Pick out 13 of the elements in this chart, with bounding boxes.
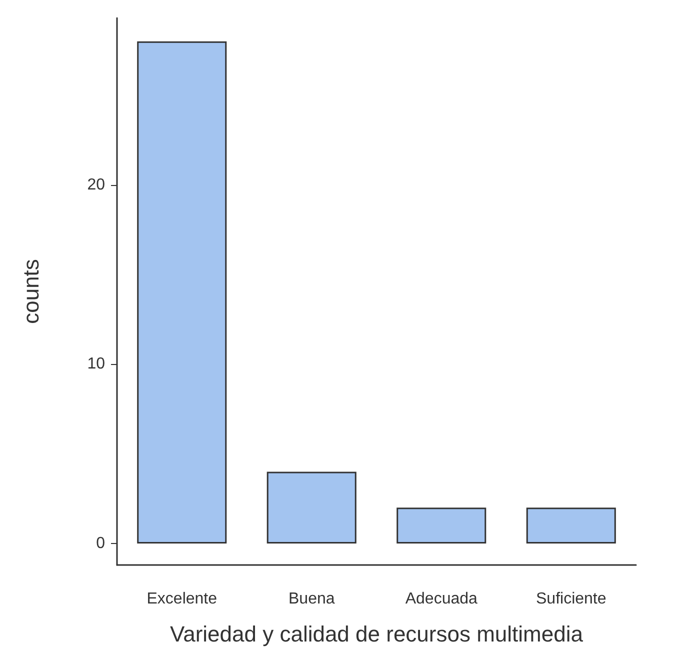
- bar: [137, 41, 227, 544]
- y-tick-label: 10: [87, 356, 106, 373]
- y-tick-label: 0: [96, 534, 106, 552]
- x-tick-label: Adecuada: [405, 590, 478, 608]
- y-axis-title: counts: [18, 259, 44, 324]
- x-tick-label: Suficiente: [536, 590, 606, 608]
- bar: [266, 472, 356, 544]
- x-tick-label: Excelente: [146, 590, 218, 608]
- bar: [396, 508, 486, 544]
- bar: [526, 508, 616, 544]
- x-axis-title: Variedad y calidad de recursos multimedia: [170, 622, 584, 646]
- x-tick-label: Buena: [288, 590, 335, 608]
- y-tick-label: 20: [87, 176, 106, 194]
